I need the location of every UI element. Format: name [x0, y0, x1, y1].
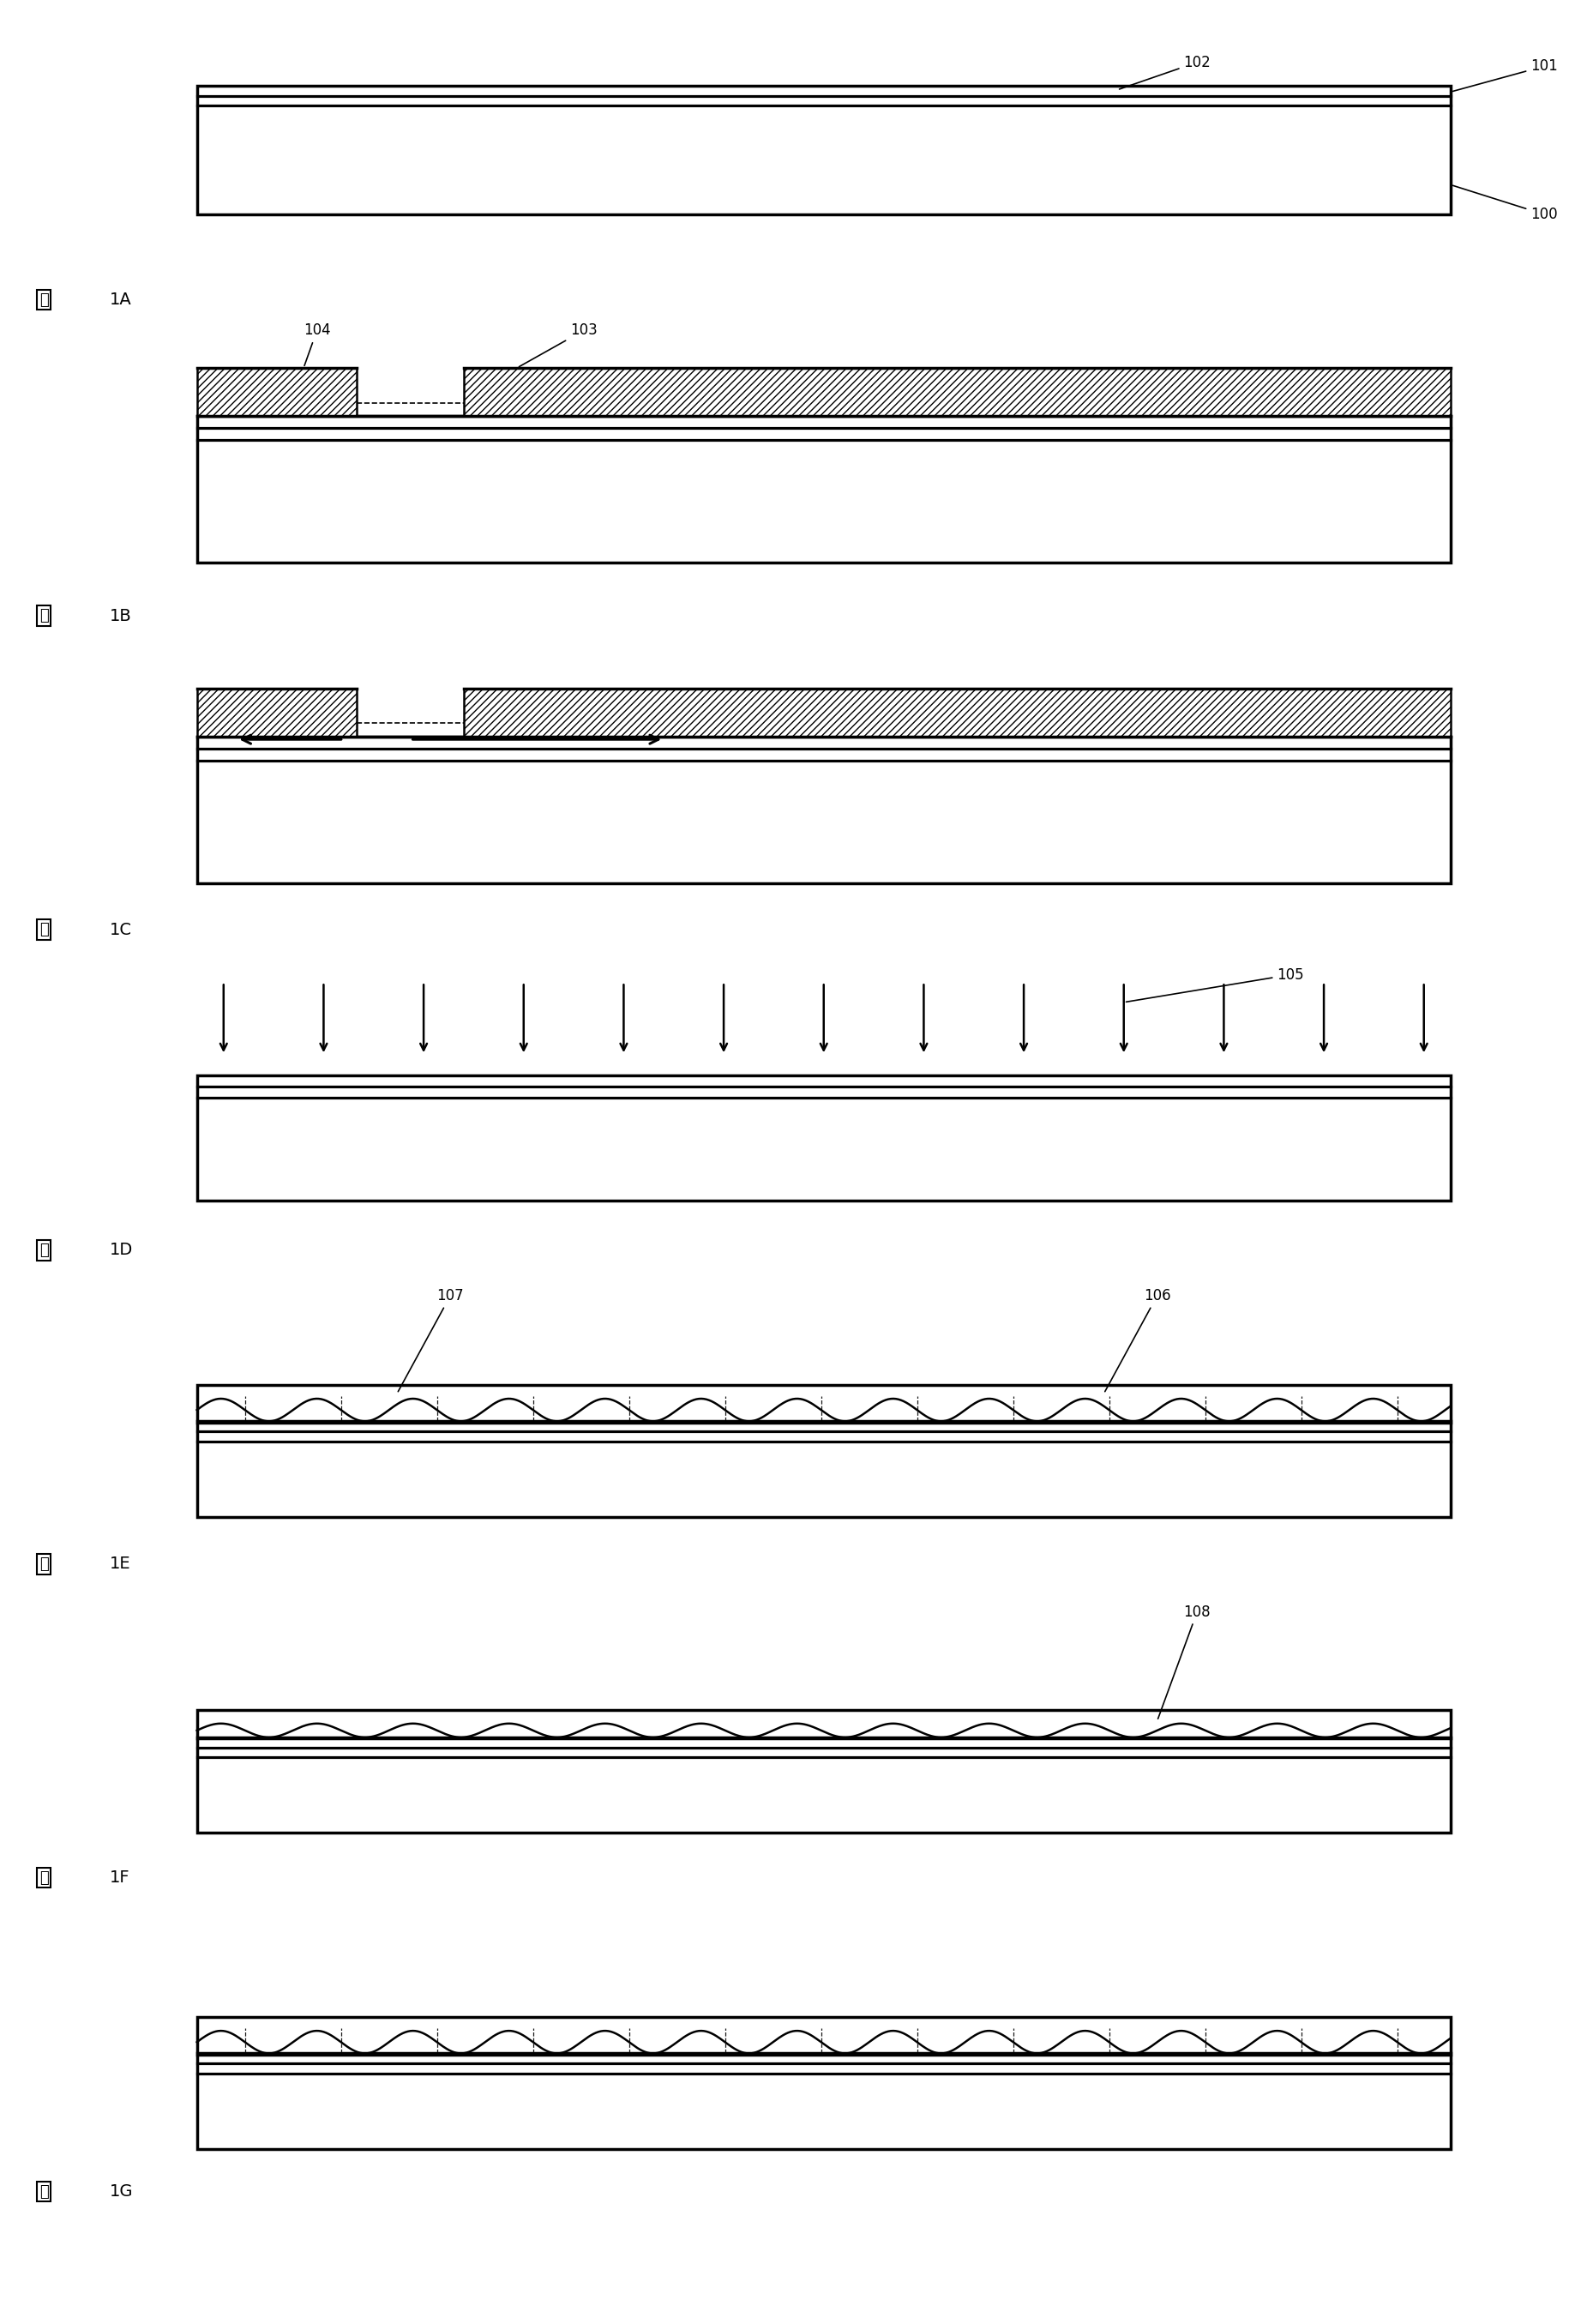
Bar	[198, 1738, 1450, 1834]
Text: 图: 图	[39, 1557, 49, 1571]
Text: 图: 图	[39, 2185, 49, 2199]
Text: 1G: 1G	[110, 2182, 133, 2201]
Bar	[198, 367, 356, 416]
Text: 107: 107	[399, 1287, 464, 1392]
Text: 图: 图	[39, 1243, 49, 1257]
Text: 105: 105	[1127, 967, 1304, 1002]
Text: 1F: 1F	[110, 1868, 130, 1887]
Text: 1E: 1E	[110, 1555, 130, 1573]
Text: 108: 108	[1158, 1604, 1211, 1720]
Text: 1D: 1D	[110, 1241, 133, 1260]
Bar	[198, 2054, 1450, 2150]
Text: 图: 图	[39, 609, 49, 623]
Text: 102: 102	[1119, 53, 1211, 88]
Text: 1C: 1C	[110, 920, 132, 939]
Bar	[198, 416, 1450, 562]
Bar	[198, 86, 1450, 214]
Bar	[198, 1710, 1450, 1738]
Text: 图: 图	[39, 293, 49, 307]
Bar	[198, 1385, 1450, 1422]
Bar	[198, 1422, 1450, 1518]
Bar	[198, 737, 1450, 883]
Text: 1A: 1A	[110, 290, 132, 309]
Text: 图: 图	[39, 1871, 49, 1885]
Text: 104: 104	[303, 323, 331, 365]
Bar	[464, 367, 1450, 416]
Bar	[198, 2017, 1450, 2054]
Text: 101: 101	[1453, 58, 1558, 91]
Text: 103: 103	[519, 323, 598, 367]
Bar	[198, 1076, 1450, 1202]
Bar	[464, 688, 1450, 737]
Text: 100: 100	[1453, 186, 1558, 223]
Bar	[198, 688, 356, 737]
Text: 106: 106	[1105, 1287, 1170, 1392]
Text: 1B: 1B	[110, 607, 132, 625]
Text: 图: 图	[39, 923, 49, 937]
